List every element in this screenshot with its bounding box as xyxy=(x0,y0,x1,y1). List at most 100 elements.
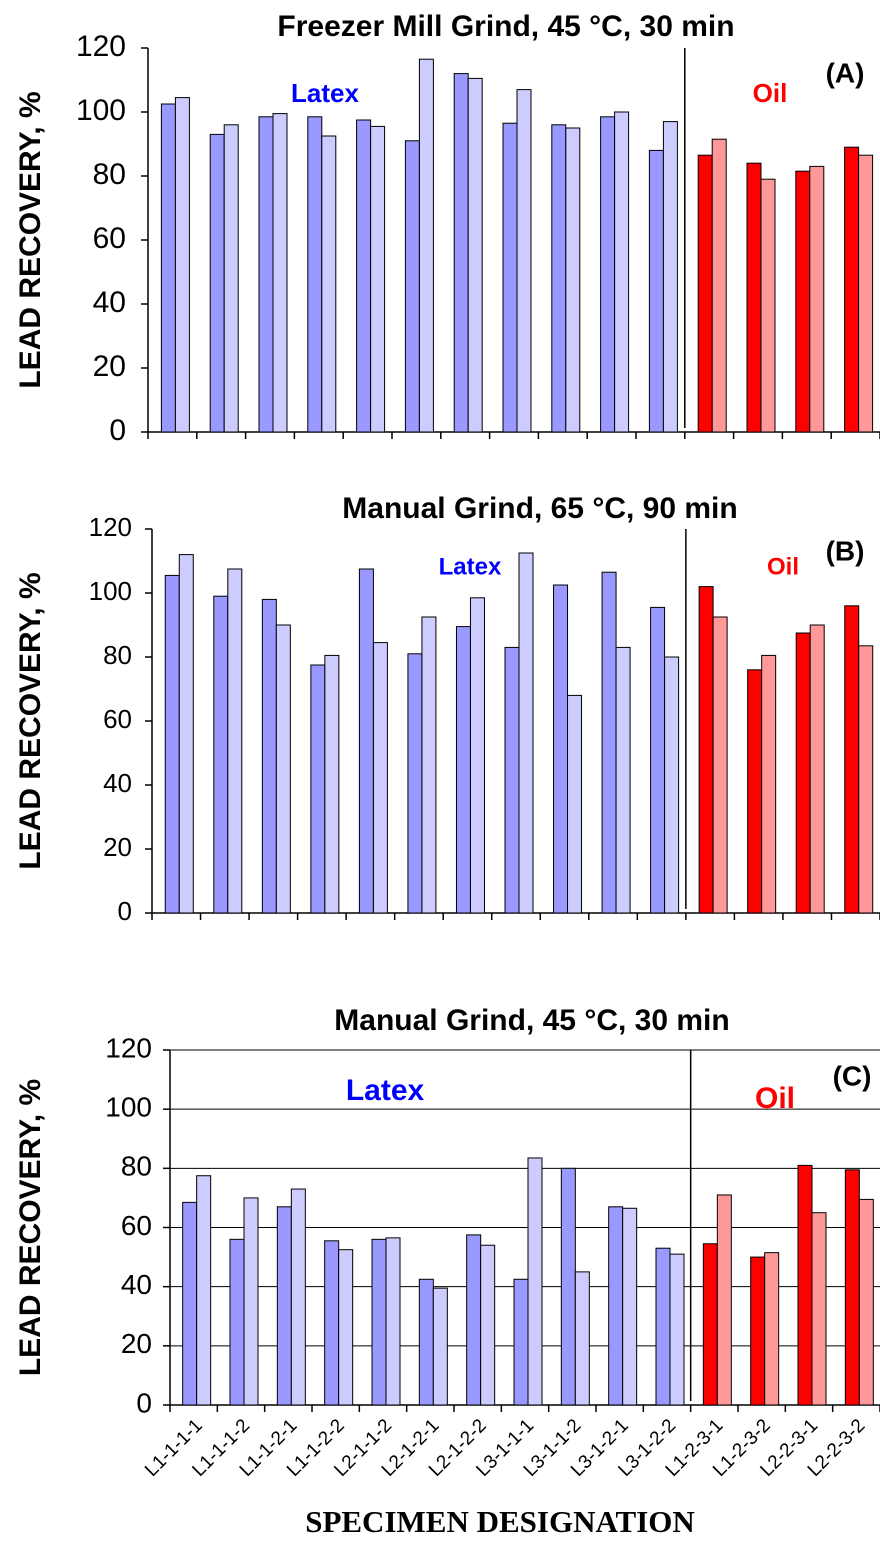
bar xyxy=(764,1252,780,1406)
bar xyxy=(648,149,664,433)
y-tick-label: 20 xyxy=(121,1328,152,1359)
bar xyxy=(553,584,569,914)
bar xyxy=(565,127,581,433)
bar xyxy=(307,116,323,433)
bar xyxy=(858,645,874,914)
bar xyxy=(370,125,386,433)
bar xyxy=(858,1198,874,1406)
y-tick-label: 40 xyxy=(93,286,126,319)
bar xyxy=(795,632,811,914)
bar xyxy=(527,1157,543,1406)
bar xyxy=(174,97,190,433)
y-axis-label: LEAD RECOVERY, % xyxy=(14,91,47,388)
bar xyxy=(650,606,666,914)
y-tick-label: 60 xyxy=(93,222,126,255)
bar xyxy=(711,138,727,433)
bar xyxy=(601,571,617,914)
bar xyxy=(372,642,388,914)
bar xyxy=(243,1197,259,1406)
y-axis-label: LEAD RECOVERY, % xyxy=(14,572,47,869)
bar xyxy=(502,122,518,433)
bar xyxy=(407,653,423,914)
bar xyxy=(213,595,229,914)
annotation: Oil xyxy=(755,1082,795,1115)
bar xyxy=(358,568,374,914)
y-tick-label: 0 xyxy=(136,1387,152,1418)
chart-title: Freezer Mill Grind, 45 °C, 30 min xyxy=(277,10,734,43)
y-axis-label: LEAD RECOVERY, % xyxy=(14,1079,47,1376)
chart-title: Manual Grind, 45 °C, 30 min xyxy=(334,1004,729,1037)
bar xyxy=(418,1278,434,1406)
bar xyxy=(310,664,326,914)
bar xyxy=(160,103,176,433)
bar xyxy=(466,1234,482,1406)
y-tick-label: 40 xyxy=(103,768,132,798)
bar xyxy=(196,1175,212,1406)
bar xyxy=(614,111,630,433)
bar xyxy=(276,1206,292,1406)
y-tick-label: 0 xyxy=(109,414,126,447)
bar xyxy=(797,1164,813,1406)
bar xyxy=(338,1249,354,1406)
bar xyxy=(698,586,714,914)
y-tick-label: 80 xyxy=(93,158,126,191)
x-axis-label: SPECIMEN DESIGNATION xyxy=(305,1504,695,1539)
bar xyxy=(432,1287,448,1406)
bar xyxy=(697,154,713,433)
bar xyxy=(795,170,811,433)
annotation: (B) xyxy=(826,535,865,566)
bar xyxy=(567,694,583,914)
bar xyxy=(600,116,616,433)
bar xyxy=(324,654,340,914)
bar xyxy=(480,1244,496,1406)
bar xyxy=(229,1238,245,1406)
bar xyxy=(712,616,728,914)
bar xyxy=(404,140,420,433)
bar xyxy=(669,1253,685,1406)
bar xyxy=(622,1207,638,1406)
bar xyxy=(258,116,274,433)
bar xyxy=(227,568,243,914)
bar xyxy=(467,77,483,433)
bar xyxy=(182,1201,198,1406)
bar xyxy=(746,162,762,433)
bar xyxy=(356,119,372,433)
bar xyxy=(324,1240,340,1406)
y-tick-label: 60 xyxy=(121,1210,152,1241)
bar xyxy=(421,616,437,914)
y-tick-label: 60 xyxy=(103,704,132,734)
chart-title: Manual Grind, 65 °C, 90 min xyxy=(342,492,737,525)
y-tick-label: 120 xyxy=(76,30,126,63)
y-tick-label: 20 xyxy=(103,832,132,862)
annotation: Latex xyxy=(439,553,502,580)
bar xyxy=(272,113,288,433)
annotation: Latex xyxy=(346,1074,425,1107)
y-tick-label: 80 xyxy=(121,1151,152,1182)
annotation: (C) xyxy=(833,1060,872,1091)
annotation: Latex xyxy=(291,78,359,108)
bar xyxy=(371,1238,387,1406)
bar xyxy=(750,1256,766,1406)
bar xyxy=(716,1194,732,1406)
bar xyxy=(418,58,434,433)
bar xyxy=(209,133,225,433)
bar xyxy=(858,154,874,433)
annotation: Oil xyxy=(753,78,788,108)
y-tick-label: 100 xyxy=(89,576,132,606)
bar xyxy=(321,135,337,433)
annotation: (A) xyxy=(826,57,865,88)
bar xyxy=(385,1237,401,1406)
bar xyxy=(551,124,567,433)
bar xyxy=(655,1247,671,1406)
bar xyxy=(518,552,534,914)
bar xyxy=(844,146,860,433)
bar xyxy=(608,1206,624,1406)
bar xyxy=(516,89,532,433)
y-tick-label: 100 xyxy=(105,1092,152,1123)
bar xyxy=(164,574,180,914)
bar xyxy=(662,121,678,433)
bar xyxy=(469,597,485,914)
y-tick-label: 0 xyxy=(118,896,132,926)
